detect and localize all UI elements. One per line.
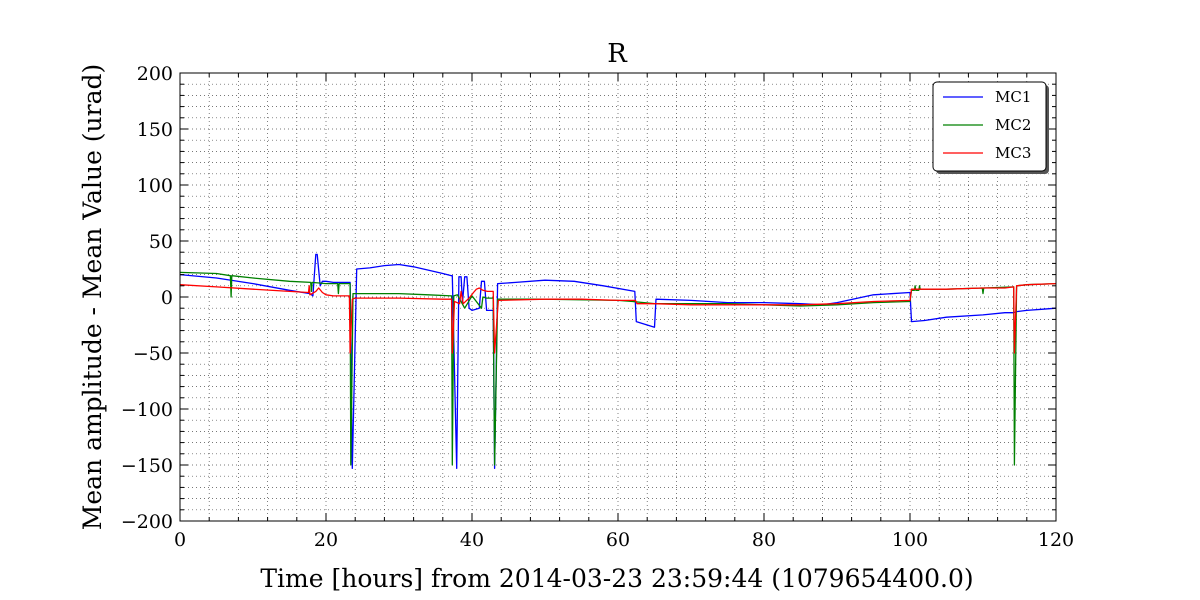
y-tick-label: 100 <box>137 175 173 197</box>
x-tick-label: 120 <box>1038 529 1074 551</box>
y-tick-label: −50 <box>133 343 173 365</box>
y-tick-label: −200 <box>121 511 173 533</box>
x-tick-label: 60 <box>606 529 630 551</box>
y-tick-label: 50 <box>149 231 173 253</box>
y-axis-title: Mean amplitude - Mean Value (urad) <box>78 64 107 531</box>
series-line-mc1 <box>179 253 1057 470</box>
x-tick-label: 0 <box>174 529 186 551</box>
x-tick-label: 40 <box>460 529 484 551</box>
series-line-mc3 <box>179 282 1057 354</box>
series-lines <box>179 253 1057 470</box>
chart-title: R <box>607 39 628 69</box>
x-tick-label: 20 <box>314 529 338 551</box>
y-tick-label: −150 <box>121 455 173 477</box>
legend-label-mc1: MC1 <box>995 88 1031 106</box>
y-tick-label: 0 <box>161 287 173 309</box>
x-tick-label: 80 <box>752 529 776 551</box>
legend-label-mc2: MC2 <box>995 116 1031 134</box>
axis-ticks: 0 20 40 60 80 100 120 −200 −150 −100 −50 0 50 100 150 2… <box>121 63 1074 551</box>
y-tick-label: 200 <box>137 63 173 85</box>
grid-lines <box>180 73 1056 521</box>
x-tick-label: 100 <box>892 529 928 551</box>
x-axis-title: Time [hours] from 2014-03-23 23:59:44 (1… <box>260 564 973 593</box>
y-tick-label: 150 <box>137 119 173 141</box>
y-tick-label: −100 <box>121 399 173 421</box>
legend-label-mc3: MC3 <box>995 144 1031 162</box>
legend: MC1 MC2 MC3 <box>932 81 1049 174</box>
legend-box <box>932 81 1047 172</box>
